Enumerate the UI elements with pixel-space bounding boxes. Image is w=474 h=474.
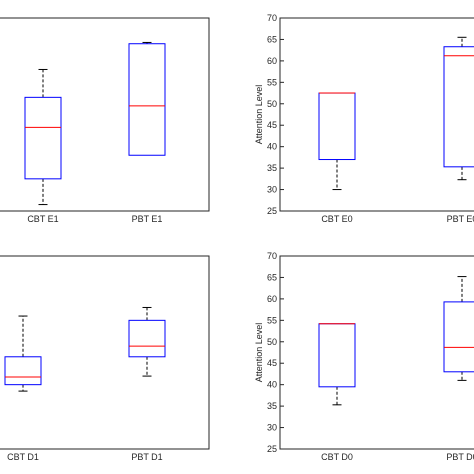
y-axis-ticks: 25 30 35 40 45 50 55 60 65 70 [267,13,284,216]
y-tick-label: 35 [267,401,277,411]
axes-frame [279,255,474,450]
box [318,323,356,388]
box-marks [318,276,474,406]
y-axis-label: Attention Level [254,323,264,383]
panel-top-left: CBT E1 PBT E1 [0,17,210,224]
y-tick-label: 65 [267,272,277,282]
y-tick-label: 40 [267,142,277,152]
box [443,46,474,168]
y-axis-ticks: 25 30 35 40 45 50 55 60 65 70 [267,251,284,454]
box [128,319,166,358]
box-marks [318,36,474,191]
axes-frame [0,17,210,212]
x-tick-label: PBT E0 [447,214,474,224]
y-tick-label: 50 [267,99,277,109]
box [24,96,62,180]
y-tick-label: 35 [267,163,277,173]
y-tick-label: 30 [267,423,277,433]
x-tick-label: CBT E0 [321,214,352,224]
y-tick-label: 50 [267,337,277,347]
box-marks [4,306,166,392]
y-tick-label: 25 [267,444,277,454]
x-tick-label: CBT D1 [7,452,39,462]
x-tick-label: PBT E1 [132,214,163,224]
panel-bottom-right: 25 30 35 40 45 50 55 60 65 70 Attention Level CBT… [254,251,474,462]
x-tick-label: PBT D1 [131,452,162,462]
box [128,43,166,156]
y-tick-label: 40 [267,380,277,390]
y-tick-label: 45 [267,358,277,368]
y-tick-label: 60 [267,56,277,66]
y-tick-label: 65 [267,34,277,44]
box [4,356,42,386]
y-axis-label: Attention Level [254,85,264,145]
y-tick-label: 55 [267,315,277,325]
y-tick-label: 70 [267,13,277,23]
axes-frame [0,255,210,450]
box [318,92,356,161]
x-tick-label: CBT D0 [321,452,353,462]
x-tick-label: CBT E1 [27,214,58,224]
y-tick-label: 60 [267,294,277,304]
box-marks [24,41,166,206]
y-tick-label: 45 [267,120,277,130]
y-tick-label: 25 [267,206,277,216]
panel-top-right: 25 30 35 40 45 50 55 60 65 70 Attention Level CBT… [254,13,474,224]
box [443,301,474,373]
panel-bottom-left: CBT D1 PBT D1 [0,255,210,462]
y-tick-label: 70 [267,251,277,261]
y-tick-label: 55 [267,77,277,87]
y-tick-label: 30 [267,185,277,195]
x-tick-label: PBT D0 [446,452,474,462]
axes-frame [279,17,474,212]
